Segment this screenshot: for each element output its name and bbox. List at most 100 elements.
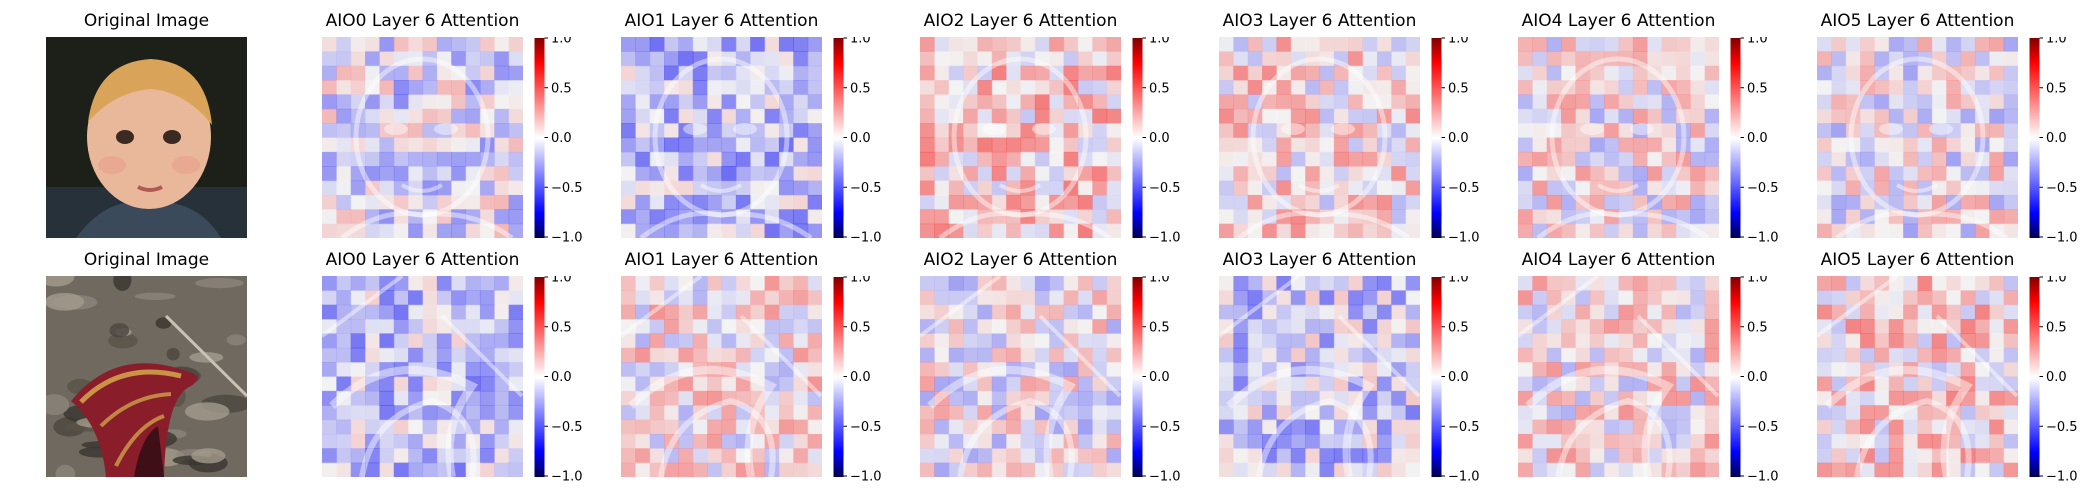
- heatmap-cell: [1690, 166, 1706, 182]
- heatmap-cell: [1589, 433, 1605, 449]
- heatmap-cell: [1546, 108, 1562, 124]
- heatmap-cell: [1063, 209, 1079, 225]
- heatmap-cell: [707, 194, 723, 210]
- heatmap-cell: [1561, 180, 1577, 196]
- heatmap-cell: [1376, 333, 1392, 349]
- heatmap-cell: [1376, 209, 1392, 225]
- heatmap-cell: [1092, 276, 1108, 291]
- heatmap-cell: [934, 51, 950, 67]
- heatmap-cell: [635, 419, 651, 435]
- heatmap-cell: [692, 180, 708, 196]
- heatmap-cell: [365, 180, 381, 196]
- heatmap-cell: [807, 65, 822, 81]
- heatmap-cell: [1362, 390, 1378, 406]
- heatmap-cell: [1006, 166, 1022, 182]
- heatmap-cell: [1974, 37, 1990, 52]
- heatmap-cell: [1106, 223, 1121, 238]
- heatmap-cell: [508, 419, 523, 435]
- colorbar: 1.00.50.0−0.5−1.0: [2029, 276, 2078, 481]
- heatmap-cell: [393, 376, 409, 392]
- heatmap-cell: [664, 151, 680, 167]
- heatmap-cell: [336, 37, 352, 52]
- heatmap-cell: [1661, 347, 1677, 363]
- heatmap-cell: [1006, 390, 1022, 406]
- heatmap-cell: [735, 419, 751, 435]
- heatmap-cell: [1391, 94, 1407, 110]
- heatmap-cell: [479, 123, 495, 139]
- heatmap-cell: [1006, 123, 1022, 139]
- heatmap-cell: [1604, 419, 1620, 435]
- heatmap-cell: [1860, 433, 1876, 449]
- heatmap-cell: [365, 419, 381, 435]
- heatmap-cell: [379, 405, 395, 421]
- heatmap-cell: [1247, 405, 1263, 421]
- heatmap-cell: [2003, 319, 2018, 335]
- colorbar: 1.00.50.0−0.5−1.0: [833, 37, 882, 242]
- heatmap-cell: [1888, 319, 1904, 335]
- heatmap-cell: [977, 151, 993, 167]
- heatmap-cell: [494, 123, 510, 139]
- heatmap-cell: [1647, 347, 1663, 363]
- heatmap-cell: [479, 304, 495, 320]
- heatmap-cell: [735, 65, 751, 81]
- heatmap-cell: [1391, 290, 1407, 306]
- heatmap-cell: [1575, 419, 1591, 435]
- heatmap-cell: [465, 376, 481, 392]
- colorbar-tick-label: 1.0: [1448, 276, 1469, 286]
- heatmap-cell: [508, 94, 523, 110]
- heatmap-cell: [1247, 108, 1263, 124]
- heatmap-cell: [807, 276, 822, 291]
- heatmap-cell: [393, 433, 409, 449]
- heatmap-cell: [1305, 448, 1321, 464]
- heatmap-cell: [436, 194, 452, 210]
- heatmap-cell: [664, 276, 680, 291]
- heatmap-cell: [948, 419, 964, 435]
- heatmap-cell: [465, 405, 481, 421]
- heatmap-cell: [750, 209, 766, 225]
- heatmap-cell: [1618, 80, 1634, 96]
- heatmap-cell: [1575, 65, 1591, 81]
- heatmap-cell: [1391, 304, 1407, 320]
- heatmap-cell: [778, 94, 794, 110]
- heatmap-cell: [1518, 376, 1533, 392]
- heatmap-cell: [1675, 151, 1691, 167]
- heatmap-cell: [1092, 433, 1108, 449]
- heatmap-cell: [1092, 65, 1108, 81]
- heatmap-cell: [408, 209, 424, 225]
- heatmap-cell: [1276, 462, 1292, 477]
- heatmap-cell: [1376, 276, 1392, 291]
- heatmap-cell: [1247, 137, 1263, 153]
- heatmap-cell: [764, 347, 780, 363]
- heatmap-cell: [1063, 108, 1079, 124]
- heatmap-cell: [664, 390, 680, 406]
- heatmap-cell: [1546, 448, 1562, 464]
- heatmap-cell: [934, 376, 950, 392]
- heatmap-cell: [322, 123, 337, 139]
- heatmap-cell: [393, 290, 409, 306]
- heatmap-cell: [692, 123, 708, 139]
- heatmap-cell: [1888, 333, 1904, 349]
- heatmap-cell: [1632, 65, 1648, 81]
- heatmap-cell: [1661, 390, 1677, 406]
- heatmap-cell: [1960, 151, 1976, 167]
- heatmap-cell: [621, 123, 636, 139]
- heatmap-cell: [1219, 180, 1234, 196]
- heatmap-cell: [1575, 333, 1591, 349]
- heatmap-cell: [322, 80, 337, 96]
- heatmap-cell: [621, 108, 636, 124]
- heatmap-cell: [1845, 405, 1861, 421]
- heatmap-cell: [1077, 405, 1093, 421]
- heatmap-cell: [1106, 405, 1121, 421]
- heatmap-cell: [1006, 108, 1022, 124]
- heatmap-cell: [1262, 108, 1278, 124]
- heatmap-cell: [991, 462, 1007, 477]
- heatmap-cell: [1376, 37, 1392, 52]
- heatmap-cell: [1247, 51, 1263, 67]
- heatmap-cell: [635, 347, 651, 363]
- heatmap-cell: [1034, 137, 1050, 153]
- heatmap-cell: [963, 166, 979, 182]
- heatmap-cell: [1874, 37, 1890, 52]
- heatmap-cell: [977, 319, 993, 335]
- heatmap-cell: [692, 448, 708, 464]
- heatmap-cell: [1589, 419, 1605, 435]
